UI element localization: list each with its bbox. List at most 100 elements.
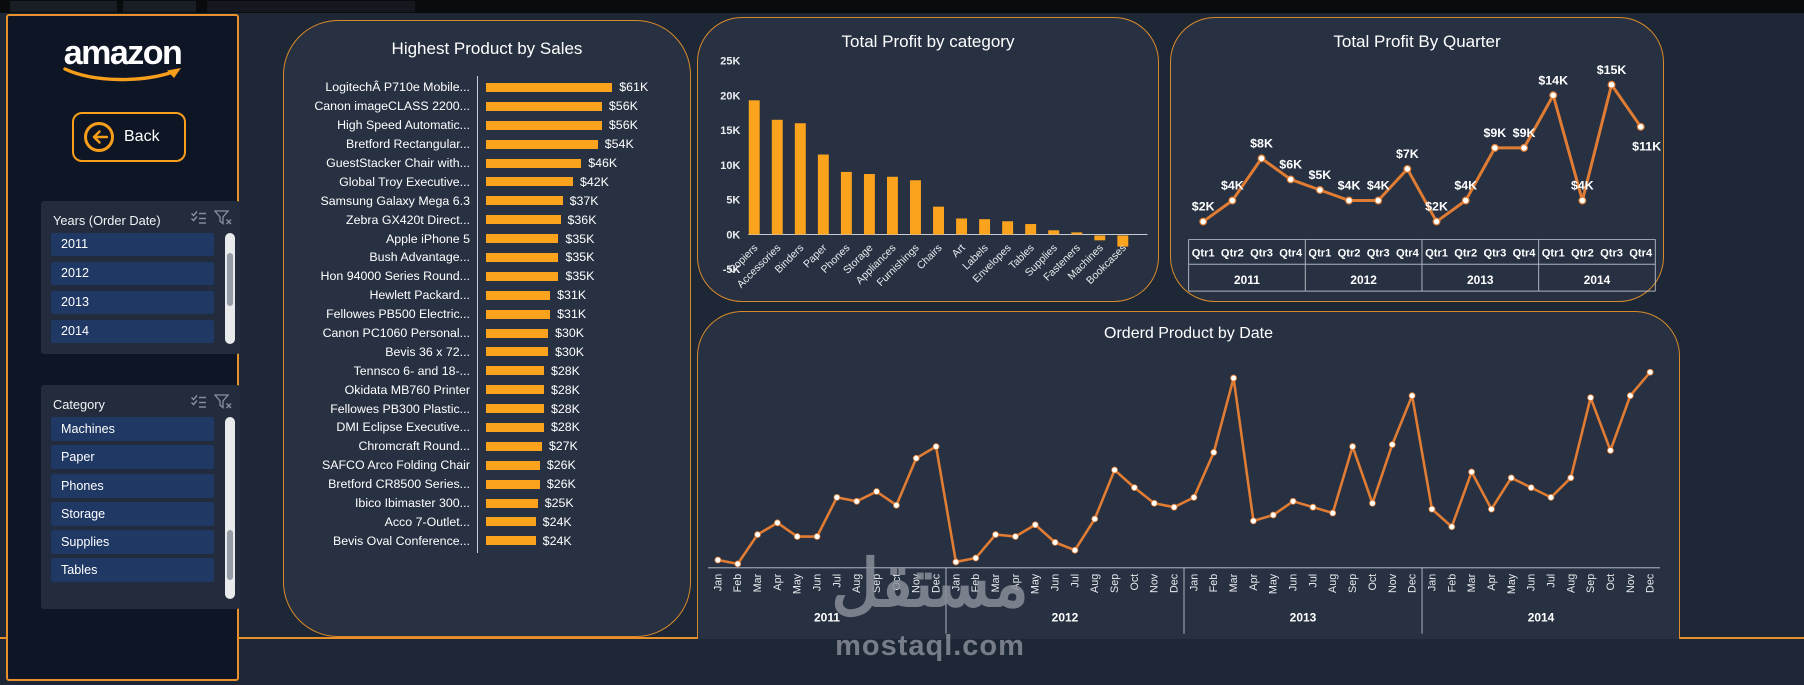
- product-row: Bush Advantage... $35K: [298, 248, 680, 267]
- quarter-data-point: [1461, 196, 1470, 205]
- product-bar-zone: $30K: [486, 345, 584, 359]
- clear-filter-icon[interactable]: [213, 210, 232, 230]
- product-row: Bevis 36 x 72... $30K: [298, 342, 680, 361]
- svg-text:Mar: Mar: [990, 573, 1002, 592]
- svg-text:Qtr1: Qtr1: [1192, 247, 1215, 259]
- slicer-item-2011[interactable]: 2011: [51, 233, 214, 256]
- date-data-point: [893, 501, 900, 509]
- quarter-data-point: [1257, 154, 1266, 163]
- product-row: Bevis Oval Conference... $24K: [298, 531, 680, 550]
- quarter-data-label: $2K: [1192, 200, 1215, 214]
- slicer-item-tables[interactable]: Tables: [51, 558, 214, 583]
- date-data-point: [1269, 511, 1277, 519]
- product-value: $35K: [565, 250, 595, 265]
- product-bar: [486, 252, 559, 262]
- slicer-years: Years (Order Date) 2011 2012 2013 2014: [41, 201, 240, 354]
- multi-select-icon[interactable]: [190, 210, 207, 230]
- product-bar-zone: $42K: [486, 175, 609, 189]
- svg-text:Nov: Nov: [1387, 573, 1399, 593]
- slicer-item-machines[interactable]: Machines: [51, 417, 214, 441]
- category-bar: [1048, 230, 1060, 235]
- chart-title-orderd-product: Orderd Product by Date: [1104, 325, 1273, 342]
- svg-text:2014: 2014: [1528, 611, 1555, 625]
- svg-text:Sep: Sep: [1347, 574, 1359, 593]
- date-data-point: [1230, 374, 1237, 382]
- product-value: $24K: [542, 533, 572, 548]
- product-bar: [486, 517, 536, 527]
- date-data-point: [1091, 515, 1099, 523]
- quarter-data-label: $6K: [1279, 158, 1302, 172]
- product-label: Canon imageCLASS 2200...: [314, 99, 470, 114]
- svg-text:Art: Art: [950, 242, 968, 260]
- slicer-item-storage[interactable]: Storage: [51, 501, 214, 526]
- date-data-point: [1626, 392, 1634, 400]
- product-label: GuestStacker Chair with...: [326, 156, 470, 170]
- quarter-data-point: [1374, 196, 1383, 205]
- product-bar: [486, 479, 540, 489]
- date-data-point: [1349, 443, 1356, 450]
- category-bar: [1071, 232, 1083, 235]
- category-bar: [1094, 235, 1106, 241]
- product-bar: [486, 101, 602, 111]
- product-bar: [486, 385, 544, 395]
- product-bar-zone: $56K: [486, 118, 638, 132]
- slicer-header: Category: [53, 393, 232, 415]
- product-bar-zone: $31K: [486, 307, 586, 321]
- slicer-item-paper[interactable]: Paper: [51, 445, 214, 470]
- product-label: Chromcraft Round...: [358, 439, 470, 454]
- product-bar: [486, 404, 544, 414]
- product-row: Chromcraft Round... $27K: [298, 437, 680, 456]
- date-data-point: [1170, 503, 1178, 511]
- svg-text:2014: 2014: [1584, 273, 1611, 287]
- svg-text:Jul: Jul: [1545, 574, 1557, 588]
- svg-text:2012: 2012: [1350, 273, 1377, 287]
- multi-select-icon[interactable]: [190, 394, 207, 414]
- slicer-item-2014[interactable]: 2014: [51, 320, 214, 343]
- product-value: $56K: [608, 99, 638, 114]
- slicer-item-2012[interactable]: 2012: [51, 262, 214, 285]
- svg-text:Dec: Dec: [931, 573, 943, 593]
- product-bar-zone: $28K: [486, 420, 580, 434]
- slicer-scrollbar[interactable]: [225, 233, 235, 344]
- panel-total-profit-by-category: Total Profit by category 25K 20K 15K 10K 5K 0…: [697, 17, 1159, 302]
- product-label: Bevis 36 x 72...: [385, 344, 470, 359]
- quarter-data-label: $8K: [1250, 136, 1273, 150]
- product-value: $28K: [550, 363, 580, 378]
- date-data-point: [1309, 503, 1317, 511]
- back-arrow-icon: [84, 122, 114, 152]
- svg-text:Mar: Mar: [1466, 573, 1478, 592]
- quarter-data-point: [1490, 143, 1499, 152]
- slicer-item-2013[interactable]: 2013: [51, 291, 214, 314]
- slicer-item-phones[interactable]: Phones: [51, 473, 214, 498]
- quarter-data-label: $7K: [1396, 147, 1419, 161]
- svg-text:2011: 2011: [1234, 273, 1260, 287]
- product-label: Global Troy Executive...: [339, 174, 470, 189]
- product-bar: [486, 309, 551, 319]
- svg-text:25K: 25K: [720, 56, 740, 68]
- date-data-point: [1388, 441, 1396, 448]
- date-data-point: [1210, 449, 1218, 456]
- quarter-data-label: $2K: [1425, 200, 1448, 214]
- chart-title-highest-product: Highest Product by Sales: [391, 39, 583, 58]
- chart-title-profit-by-category: Total Profit by category: [841, 32, 1015, 51]
- date-data-point: [932, 443, 940, 450]
- slicer-title: Years (Order Date): [53, 212, 161, 228]
- slicer-scrollbar[interactable]: [225, 417, 235, 599]
- product-bar-zone: $54K: [486, 137, 634, 151]
- product-bar: [486, 120, 602, 130]
- product-value: $28K: [550, 401, 580, 416]
- scrollbar-thumb[interactable]: [227, 253, 233, 306]
- product-row: Okidata MB760 Printer $28K: [298, 380, 680, 399]
- date-data-point: [1448, 523, 1456, 531]
- clear-filter-icon[interactable]: [213, 394, 232, 414]
- back-button[interactable]: Back: [72, 112, 186, 162]
- product-row: Acco 7-Outlet... $24K: [298, 512, 680, 531]
- scrollbar-thumb[interactable]: [227, 530, 233, 580]
- product-value: $28K: [550, 420, 580, 435]
- product-row: SAFCO Arco Folding Chair $26K: [298, 456, 680, 475]
- category-bar: [840, 171, 852, 235]
- sidebar: amazon Back Years (Order Date) 2011 2012 20…: [6, 14, 240, 681]
- dashboard-canvas: amazon Back Years (Order Date) 2011 2012 20…: [0, 13, 1804, 685]
- svg-text:Chairs: Chairs: [915, 242, 945, 272]
- slicer-item-supplies[interactable]: Supplies: [51, 530, 214, 555]
